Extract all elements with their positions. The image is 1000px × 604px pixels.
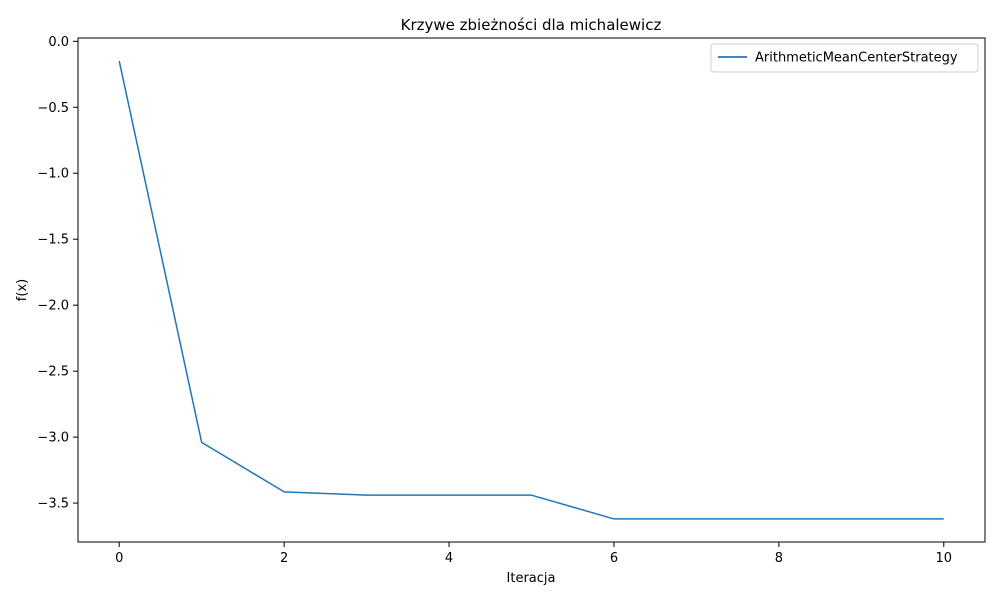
- plot-area: [119, 61, 944, 519]
- series-line: [119, 61, 944, 519]
- x-tick-label: 6: [610, 551, 618, 566]
- legend: ArithmeticMeanCenterStrategy: [711, 44, 978, 72]
- y-axis-label: f(x): [15, 279, 30, 301]
- y-axis: 0.0 −0.5 −1.0 −1.5 −2.0 −2.5 −3.0 −3.5: [37, 35, 78, 512]
- x-axis: 0 2 4 6 8 10: [115, 542, 952, 566]
- x-tick-label: 0: [115, 551, 123, 566]
- y-tick-label: −0.5: [37, 101, 69, 116]
- chart-title: Krzywe zbieżności dla michalewicz: [401, 16, 662, 34]
- x-tick-label: 2: [280, 551, 288, 566]
- x-axis-label: Iteracja: [507, 571, 556, 586]
- y-tick-label: −2.5: [37, 365, 69, 380]
- x-tick-label: 4: [445, 551, 453, 566]
- plot-frame: [78, 38, 985, 542]
- legend-label: ArithmeticMeanCenterStrategy: [755, 51, 958, 66]
- y-tick-label: −1.5: [37, 233, 69, 248]
- y-tick-label: −2.0: [37, 299, 69, 314]
- y-tick-label: −3.5: [37, 497, 69, 512]
- y-tick-label: 0.0: [48, 35, 69, 50]
- y-tick-label: −1.0: [37, 167, 69, 182]
- y-tick-label: −3.0: [37, 431, 69, 446]
- x-tick-label: 8: [775, 551, 783, 566]
- x-tick-label: 10: [935, 551, 952, 566]
